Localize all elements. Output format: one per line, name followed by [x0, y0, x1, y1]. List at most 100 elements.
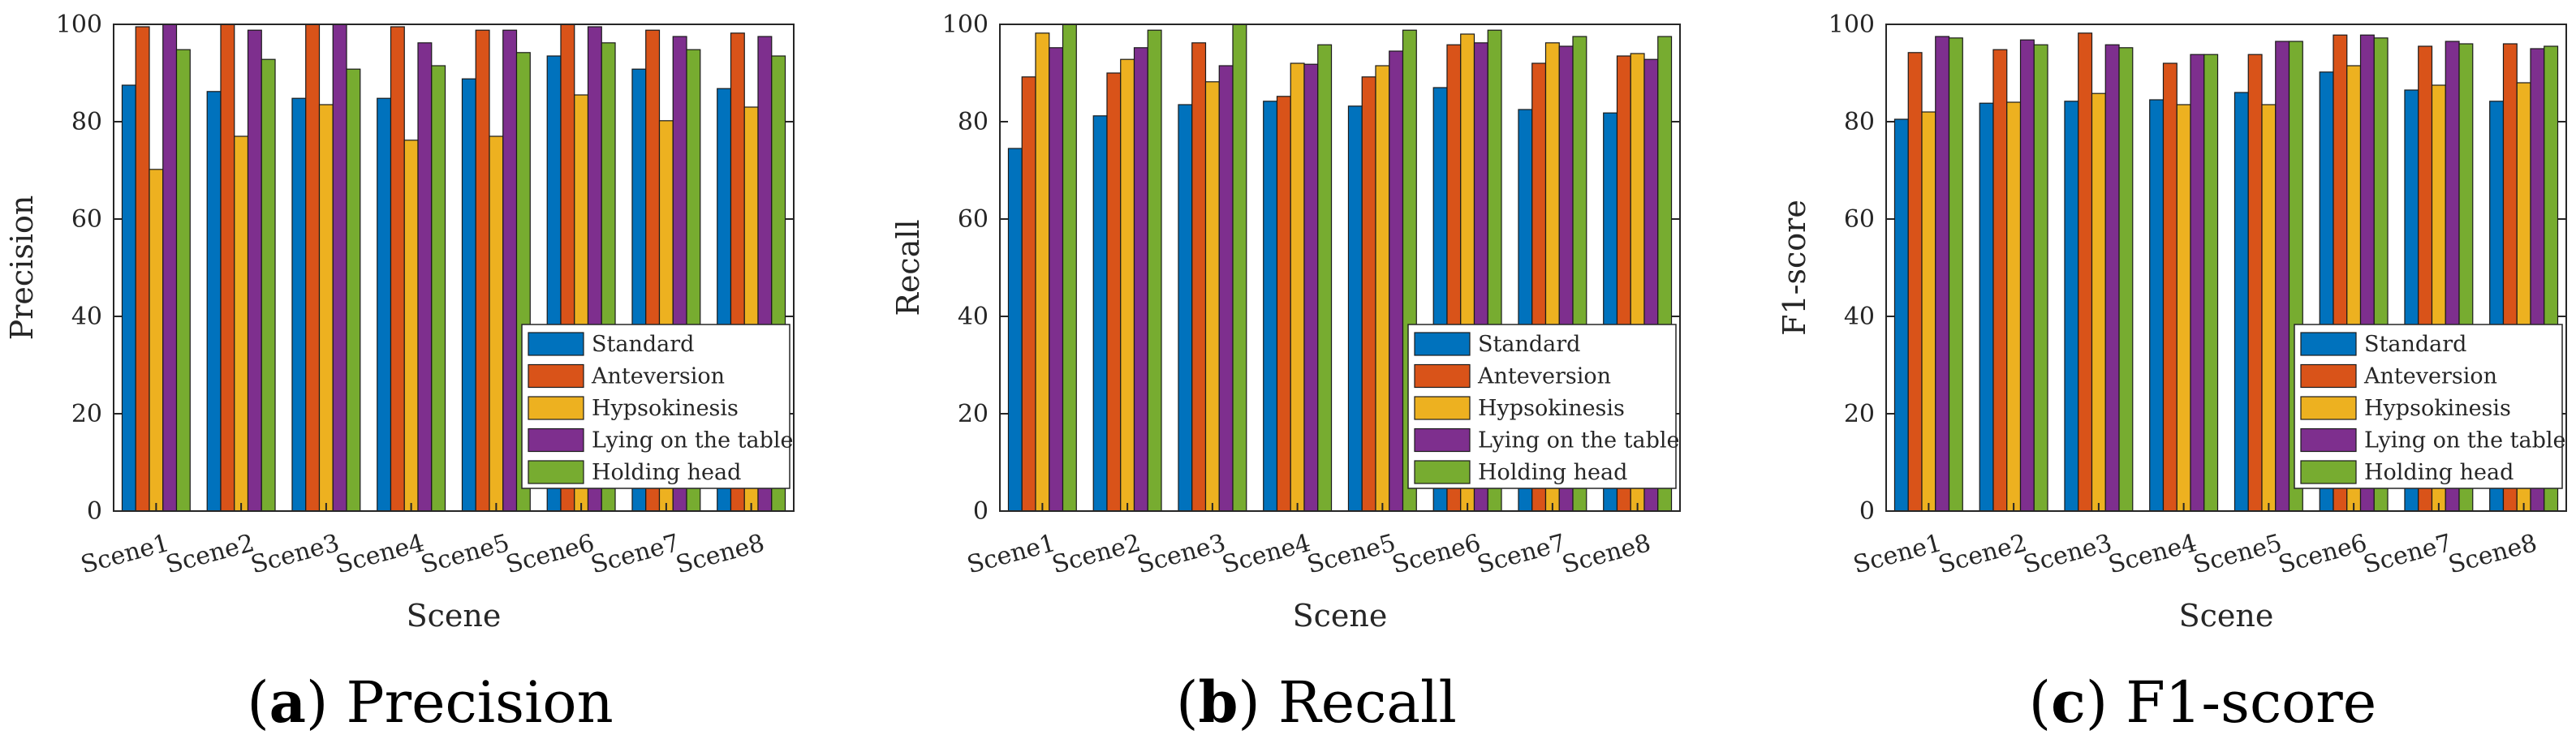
legend-swatch-hypsokinesis: [1414, 396, 1471, 420]
legend-swatch-hypsokinesis: [2300, 396, 2357, 420]
bar-scene3-standard: [291, 97, 307, 512]
bar-scene5-standard: [1347, 105, 1363, 512]
y-tick-label: 20: [958, 400, 989, 428]
x-tick-label-scene1: Scene1: [1850, 529, 1945, 580]
legend-label-hypsokinesis: Hypsokinesis: [2364, 396, 2511, 421]
bar-scene4-standard: [377, 97, 392, 512]
bar-scene1-standard: [1007, 148, 1023, 512]
x-tick-label-scene1: Scene1: [964, 529, 1059, 580]
bar-scene2-holding-head: [2033, 44, 2048, 512]
chart-panel-b: 020406080100Scene1Scene2Scene3Scene4Scen…: [890, 11, 1681, 736]
x-tick-label-scene6: Scene6: [1389, 529, 1484, 580]
x-tick-label-scene8: Scene8: [673, 529, 768, 580]
bar-scene5-hypsokinesis: [489, 135, 504, 512]
panel-caption-title: F1-score: [2126, 669, 2376, 736]
x-tick-label-scene2: Scene2: [1936, 529, 2031, 580]
legend-swatch-holding-head: [1414, 460, 1471, 484]
bar-scene2-standard: [1979, 102, 1994, 512]
x-tick-label-scene3: Scene3: [1134, 529, 1229, 580]
x-tick-label-scene4: Scene4: [333, 529, 428, 580]
bar-scene3-holding-head: [346, 68, 361, 512]
bar-scene5-anteversion: [1361, 76, 1376, 512]
bar-scene5-lying-on-the-table: [1389, 50, 1404, 512]
y-axis-label: Precision: [4, 196, 40, 341]
legend-swatch-lying-on-the-table: [1414, 428, 1471, 453]
bar-scene2-anteversion: [1106, 72, 1122, 512]
bar-scene4-lying-on-the-table: [1303, 63, 1319, 512]
bar-scene1-anteversion: [1021, 76, 1036, 512]
x-tick-label-scene4: Scene4: [1219, 529, 1314, 580]
legend-label-lying-on-the-table: Lying on the table: [1478, 428, 1679, 453]
panel-caption-letter: b: [1198, 668, 1238, 736]
bar-scene2-holding-head: [261, 58, 276, 512]
y-axis-label: F1-score: [1777, 200, 1812, 336]
legend-label-standard: Standard: [2364, 332, 2466, 357]
panel-caption-title: Recall: [1278, 669, 1457, 736]
legend-label-holding-head: Holding head: [592, 460, 741, 485]
legend-swatch-standard: [1414, 332, 1471, 356]
bar-scene2-anteversion: [1992, 49, 2008, 512]
bar-scene3-hypsokinesis: [318, 104, 334, 512]
x-tick-label-scene2: Scene2: [1049, 529, 1144, 580]
y-tick-label: 80: [71, 108, 102, 136]
bar-scene3-lying-on-the-table: [1218, 65, 1234, 512]
bar-scene1-lying-on-the-table: [162, 24, 178, 512]
legend-swatch-holding-head: [528, 460, 584, 484]
panel-caption: (a) Precision: [247, 668, 613, 736]
x-tick-label-scene5: Scene5: [1304, 529, 1399, 580]
bar-scene2-lying-on-the-table: [2019, 39, 2035, 512]
bar-scene1-hypsokinesis: [1921, 111, 1936, 512]
panel-caption: (c) F1-score: [2029, 668, 2376, 736]
bar-scene3-anteversion: [305, 24, 321, 512]
bar-scene3-standard: [2064, 101, 2079, 512]
bar-scene3-standard: [1178, 104, 1193, 512]
bar-scene3-hypsokinesis: [2091, 92, 2106, 512]
x-tick-label-scene5: Scene5: [2190, 529, 2285, 580]
axes-box: [113, 24, 795, 512]
bar-scene4-standard: [1263, 101, 1278, 512]
bar-scene2-hypsokinesis: [2006, 101, 2022, 512]
y-tick-label: 60: [958, 205, 989, 234]
legend-swatch-anteversion: [1414, 363, 1471, 389]
x-tick-label-scene3: Scene3: [2020, 529, 2115, 580]
bar-scene5-hypsokinesis: [1375, 65, 1390, 512]
bar-scene4-holding-head: [431, 65, 446, 512]
bar-scene2-anteversion: [220, 24, 235, 512]
bar-scene2-holding-head: [1147, 29, 1162, 512]
x-tick-label-scene2: Scene2: [163, 529, 258, 580]
x-tick-label-scene7: Scene7: [2360, 529, 2455, 580]
bar-scene4-anteversion: [390, 26, 405, 512]
x-tick-label-scene8: Scene8: [1559, 529, 1654, 580]
bar-scene2-hypsokinesis: [234, 135, 249, 512]
legend-label-lying-on-the-table: Lying on the table: [2364, 428, 2565, 453]
x-tick-label-scene6: Scene6: [2276, 529, 2371, 580]
legend: Standard Anteversion Hypsokinesis Lying on …: [1407, 324, 1679, 489]
bar-scene5-anteversion: [475, 29, 490, 512]
legend-swatch-hypsokinesis: [528, 396, 584, 420]
legend-label-anteversion: Anteversion: [591, 364, 725, 389]
y-tick-label: 100: [1829, 11, 1875, 39]
x-axis-label: Scene: [1293, 598, 1388, 634]
x-tick-label-scene3: Scene3: [248, 529, 342, 580]
bar-scene4-holding-head: [2203, 54, 2219, 512]
y-tick-label: 80: [1844, 108, 1875, 136]
x-tick-label-scene5: Scene5: [418, 529, 513, 580]
bar-scene1-lying-on-the-table: [1049, 47, 1064, 512]
legend-swatch-anteversion: [528, 363, 584, 389]
legend-label-standard: Standard: [592, 332, 694, 357]
x-axis-label: Scene: [2179, 598, 2274, 634]
bar-scene5-standard: [461, 78, 476, 512]
bar-scene1-holding-head: [1948, 37, 1963, 512]
bar-scene4-anteversion: [2162, 62, 2178, 512]
y-tick-label: 0: [87, 497, 102, 526]
legend-label-holding-head: Holding head: [2364, 460, 2514, 485]
x-tick-label-scene6: Scene6: [503, 529, 598, 580]
legend-label-lying-on-the-table: Lying on the table: [592, 428, 793, 453]
legend: Standard Anteversion Hypsokinesis Lying on …: [521, 324, 793, 489]
bar-scene4-hypsokinesis: [403, 140, 419, 512]
y-tick-label: 100: [942, 11, 989, 39]
y-tick-label: 0: [973, 497, 989, 526]
bar-scene1-lying-on-the-table: [1935, 36, 1950, 512]
y-tick-label: 40: [958, 303, 989, 331]
